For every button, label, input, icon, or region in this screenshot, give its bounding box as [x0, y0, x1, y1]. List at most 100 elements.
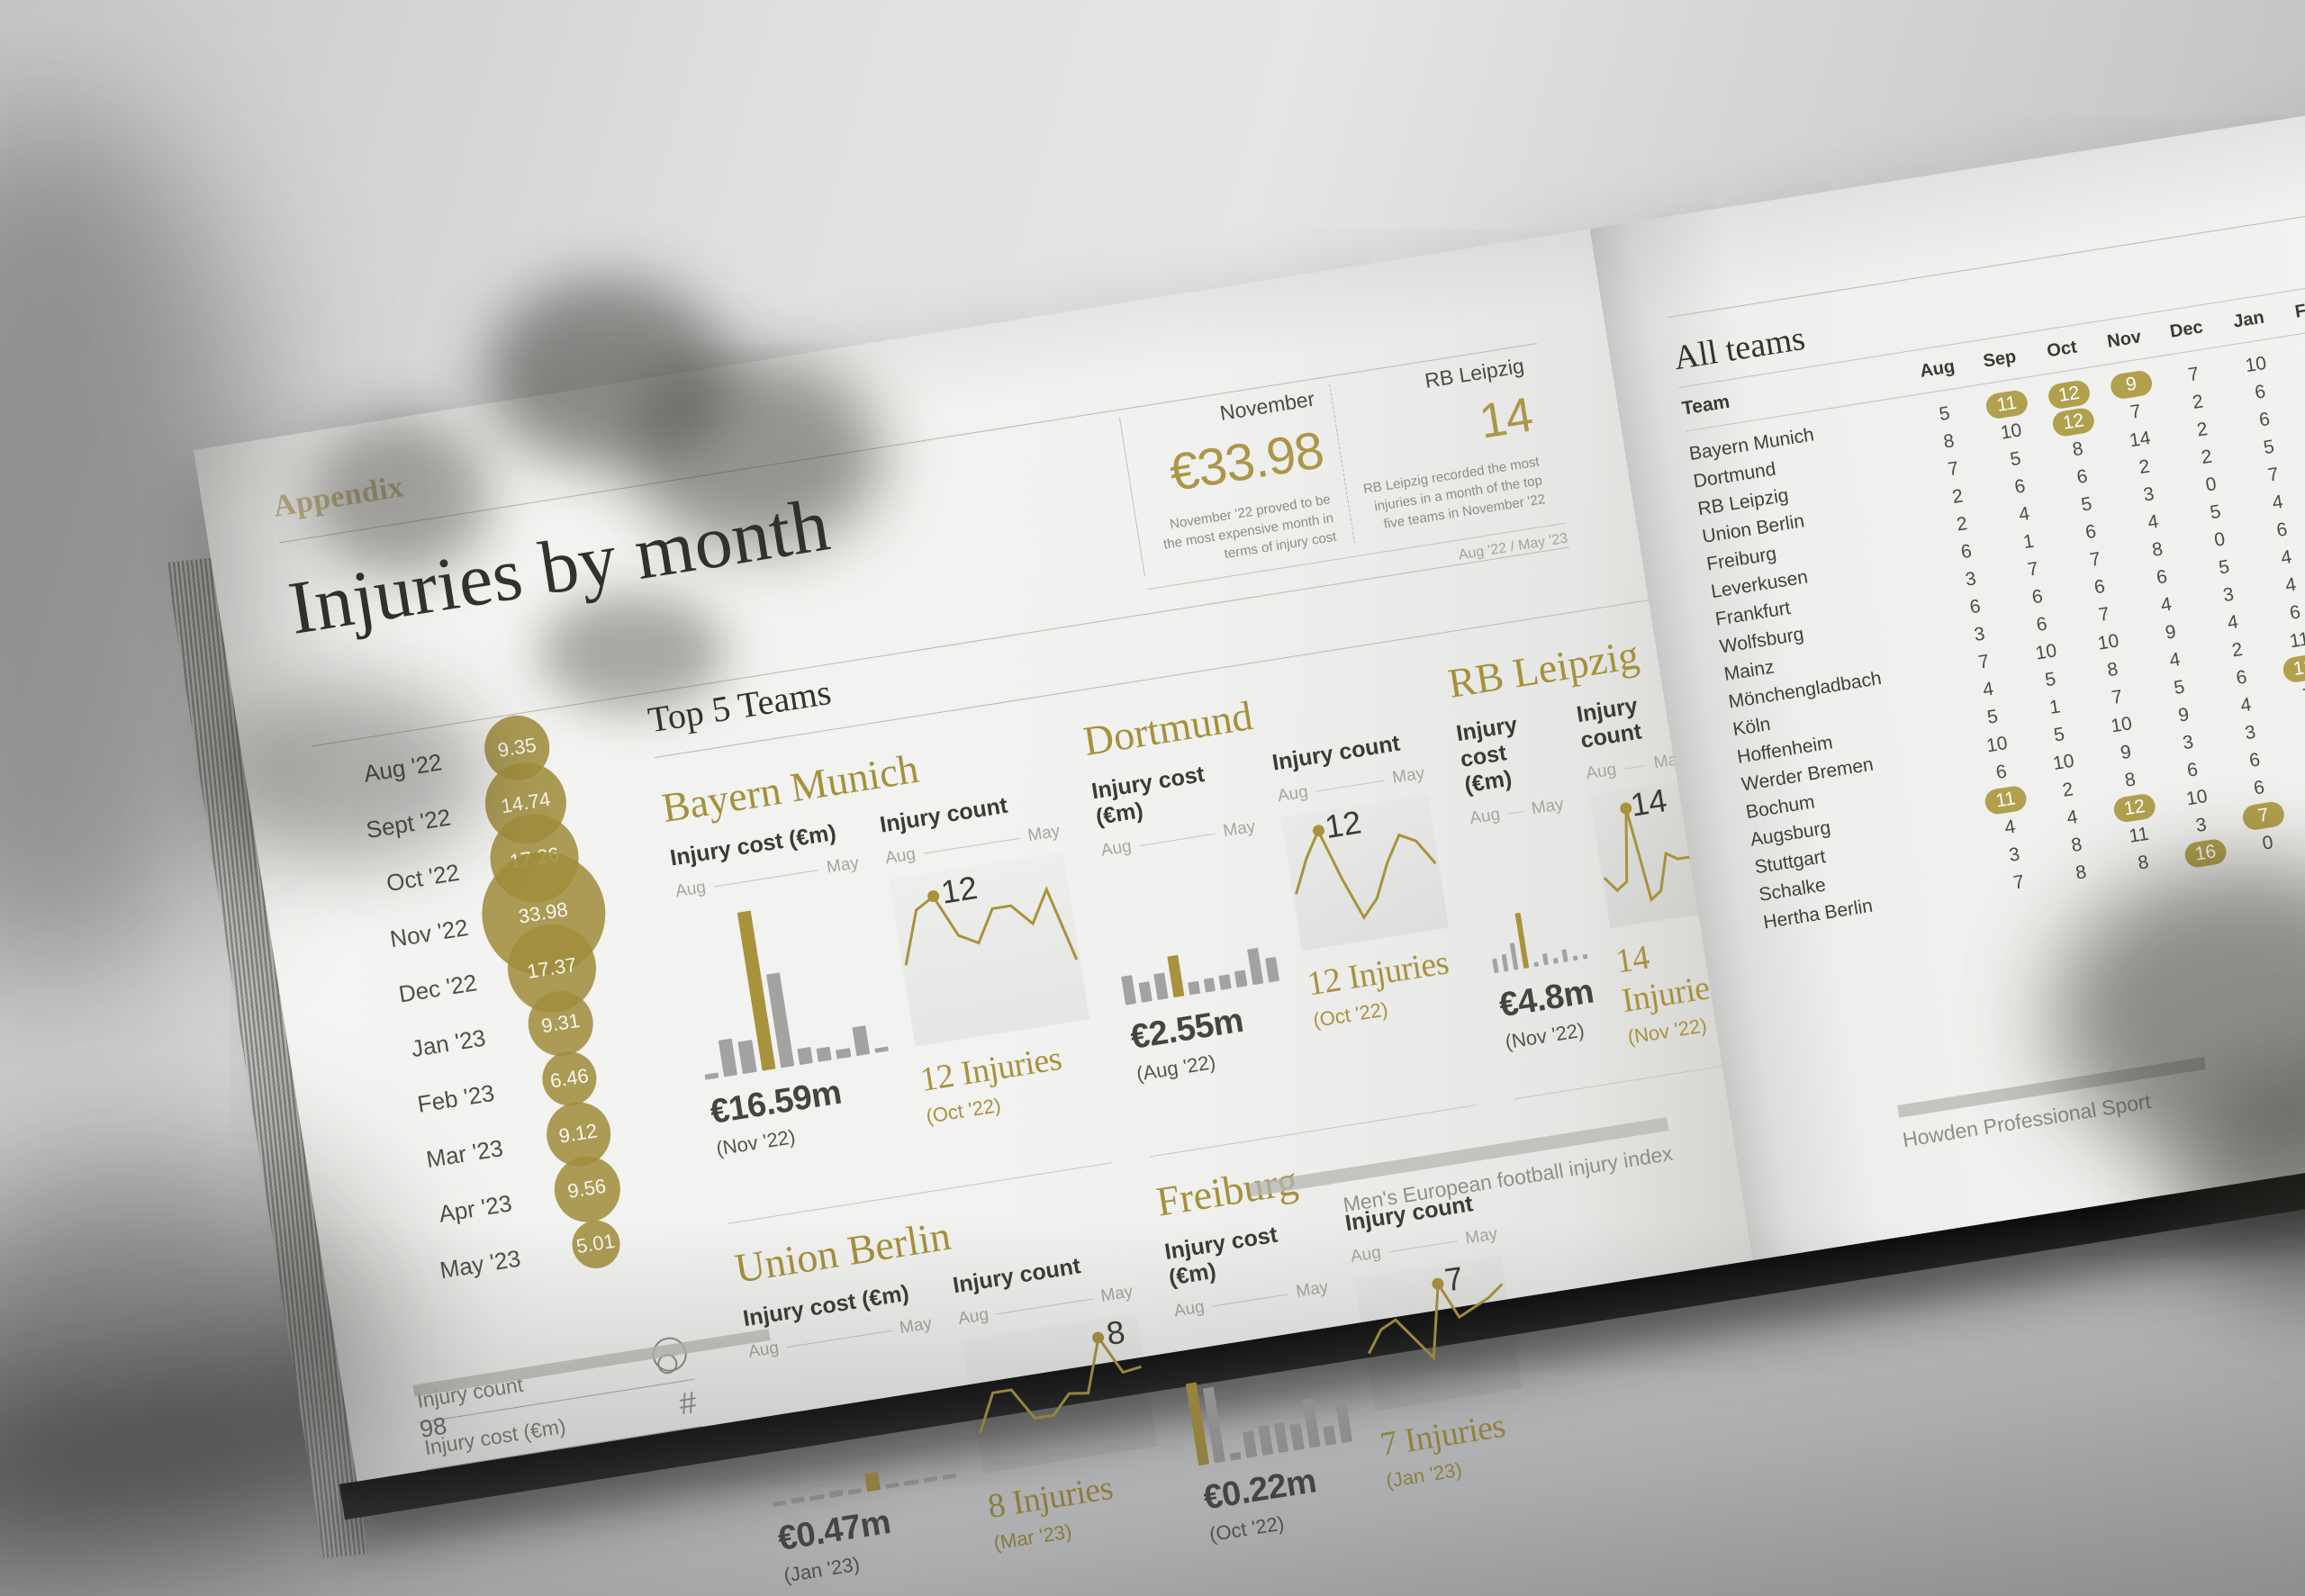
- injury-cost-bars: [681, 893, 889, 1080]
- bubble-value: 17.37: [525, 952, 579, 983]
- count-callout: 12 Injuries (Oct '22): [1305, 942, 1462, 1032]
- table-cell-value: 6: [2247, 748, 2262, 771]
- table-cell-value: 3: [2007, 843, 2021, 866]
- team-card-dortmund: Dortmund Injury cost (€m) Aug May €2.55m (Aug…: [1080, 666, 1472, 1126]
- cost-bar: [1561, 949, 1568, 962]
- axis-start-label: Aug: [1099, 836, 1134, 861]
- injury-cost-bars: [1486, 903, 1588, 974]
- table-cell-value: 3: [2141, 482, 2156, 506]
- table-cell-value: 4: [2279, 546, 2293, 569]
- cost-bar: [874, 1046, 889, 1053]
- table-cell: 4: [2258, 570, 2305, 601]
- bubble-value: 9.31: [539, 1008, 582, 1038]
- month-axis: Aug May: [1469, 795, 1565, 829]
- bubble-month-label: Feb '23: [415, 1078, 497, 1118]
- cost-callout: €16.59m (Nov '22): [708, 1065, 901, 1160]
- bubble: 6.46: [538, 1047, 601, 1110]
- cost-bar: [1265, 956, 1280, 983]
- table-cell-value: 6: [2030, 585, 2045, 608]
- table-cell-value: 6: [1994, 761, 2009, 783]
- right-footer: Howden Professional Sport: [1897, 1056, 2211, 1152]
- team-card-union-berlin: Union BerlinInjury cost (€m)AugMay€0.47m…: [728, 1162, 1174, 1596]
- injury-cost-bars: [1119, 940, 1280, 1005]
- cost-bar: [1501, 953, 1509, 972]
- table-cell-value: 14: [2128, 427, 2153, 451]
- bubble: 9.56: [549, 1151, 625, 1227]
- table-cell-value: 6: [1967, 595, 1983, 618]
- table-cell-value: 8: [1941, 429, 1956, 453]
- cost-bar: [851, 1025, 870, 1057]
- axis-end-label: May: [825, 853, 861, 878]
- table-cell-value: 5: [2208, 500, 2222, 523]
- injury-cost-block: Injury cost (€m) Aug May €16.59m (Nov '22): [668, 817, 901, 1162]
- cost-bar: [1187, 980, 1200, 996]
- team-cards: Bayern Munich Injury cost (€m) Aug May €16.5…: [654, 598, 1796, 1596]
- table-cell-value: 7: [2026, 557, 2040, 581]
- table-cell-value: 6: [2093, 575, 2107, 599]
- peak-value: 12: [938, 869, 981, 912]
- table-cell: 8: [2048, 857, 2114, 888]
- table-cell-value: 2: [2200, 446, 2214, 468]
- table-cell-value: 10: [2243, 352, 2268, 376]
- axis-line: [1315, 780, 1385, 792]
- axis-line: [1507, 810, 1524, 815]
- table-cell-value: 3: [2243, 721, 2257, 744]
- table-cell-value: 7: [1946, 457, 1960, 480]
- table-cell-value: 7: [2129, 400, 2143, 423]
- table-cell-value: 3: [2194, 814, 2209, 836]
- axis-end-label: May: [1026, 821, 1062, 846]
- table-cell-value: 6: [2012, 474, 2027, 498]
- table-cell-value: 7: [2266, 463, 2281, 486]
- cost-bar: [1167, 954, 1185, 998]
- table-cell-value: 10: [2109, 712, 2134, 737]
- cost-bar: [1514, 912, 1529, 969]
- table-header-month: Dec: [2168, 316, 2205, 342]
- table-cell-value: 8: [2069, 833, 2084, 856]
- page-left-content: Appendix Injuries by month November €33.9…: [194, 229, 1796, 1596]
- injury-count-block: Injury countAugMay77 Injuries(Jan '23): [1343, 1188, 1539, 1519]
- table-cell: 0: [2235, 827, 2300, 859]
- injury-count-block: Injury countAugMay88 Injuries(Mar '23): [951, 1246, 1170, 1555]
- bubble-month-label: Dec '22: [396, 969, 479, 1008]
- bubble-month-label: Aug '22: [361, 748, 444, 788]
- table-cell-value: 6: [2257, 408, 2272, 431]
- cost-bar: [1532, 961, 1539, 968]
- table-header-month: Aug: [1918, 356, 1957, 382]
- table-cell-value: 7: [2011, 870, 2026, 894]
- table-cell-value: 2: [2137, 455, 2152, 478]
- table-cell-value: 5: [1938, 402, 1952, 425]
- table-cell-value: 10: [1999, 419, 2023, 444]
- peak-value: 12: [1322, 803, 1364, 846]
- table-cell-value: 2: [2230, 638, 2245, 661]
- bubble-value: 9.56: [565, 1174, 608, 1203]
- table-cell-value: 4: [2159, 593, 2174, 616]
- table-cell-value: 3: [1972, 622, 1986, 645]
- table-cell-value: 5: [2008, 447, 2022, 470]
- cost-chart-area: [679, 884, 889, 1080]
- injury-count-line-chart: 14: [1589, 779, 1711, 929]
- table-cell-value: 5: [2172, 675, 2186, 699]
- table-cell-value: 4: [2167, 648, 2183, 671]
- bubble-month-label: Oct '22: [384, 858, 462, 897]
- table-cell-value: 10: [2051, 750, 2076, 774]
- table-cell-value: 8: [2123, 768, 2138, 791]
- injury-cost-block: Injury cost (€m) Aug May €4.8m (Nov '22): [1454, 707, 1603, 1069]
- team-card-rb-leipzig: RB Leipzig Injury cost (€m) Aug May €4.8m (No…: [1445, 626, 1730, 1069]
- injury-count-block: Injury count Aug May 12 12 Injuries (Oct '22): [878, 785, 1102, 1128]
- table-cell-value: 5: [2217, 555, 2231, 579]
- table-cell-value: 4: [2002, 816, 2017, 838]
- injury-cost-label: Injury cost (€m): [1089, 761, 1207, 831]
- bubble-value: 9.35: [495, 733, 538, 762]
- injury-cost-label: Injury cost (€m): [1454, 711, 1520, 798]
- table-cell-value: 7: [2302, 711, 2305, 735]
- cost-bar: [1121, 975, 1136, 1005]
- table-cell-value: 6: [2034, 613, 2049, 636]
- axis-start-label: Aug: [1468, 805, 1502, 829]
- cost-bar: [1572, 955, 1578, 961]
- table-cell-value: 5: [2262, 436, 2276, 458]
- table-cell-value: 4: [1981, 678, 1995, 700]
- table-cell-value: 1: [2047, 695, 2062, 718]
- cost-callout: €4.8m (Nov '22): [1496, 972, 1601, 1054]
- all-teams-table: TeamAugSepOctNovDecJanFebMarAprMayBayern…: [1678, 248, 2305, 1037]
